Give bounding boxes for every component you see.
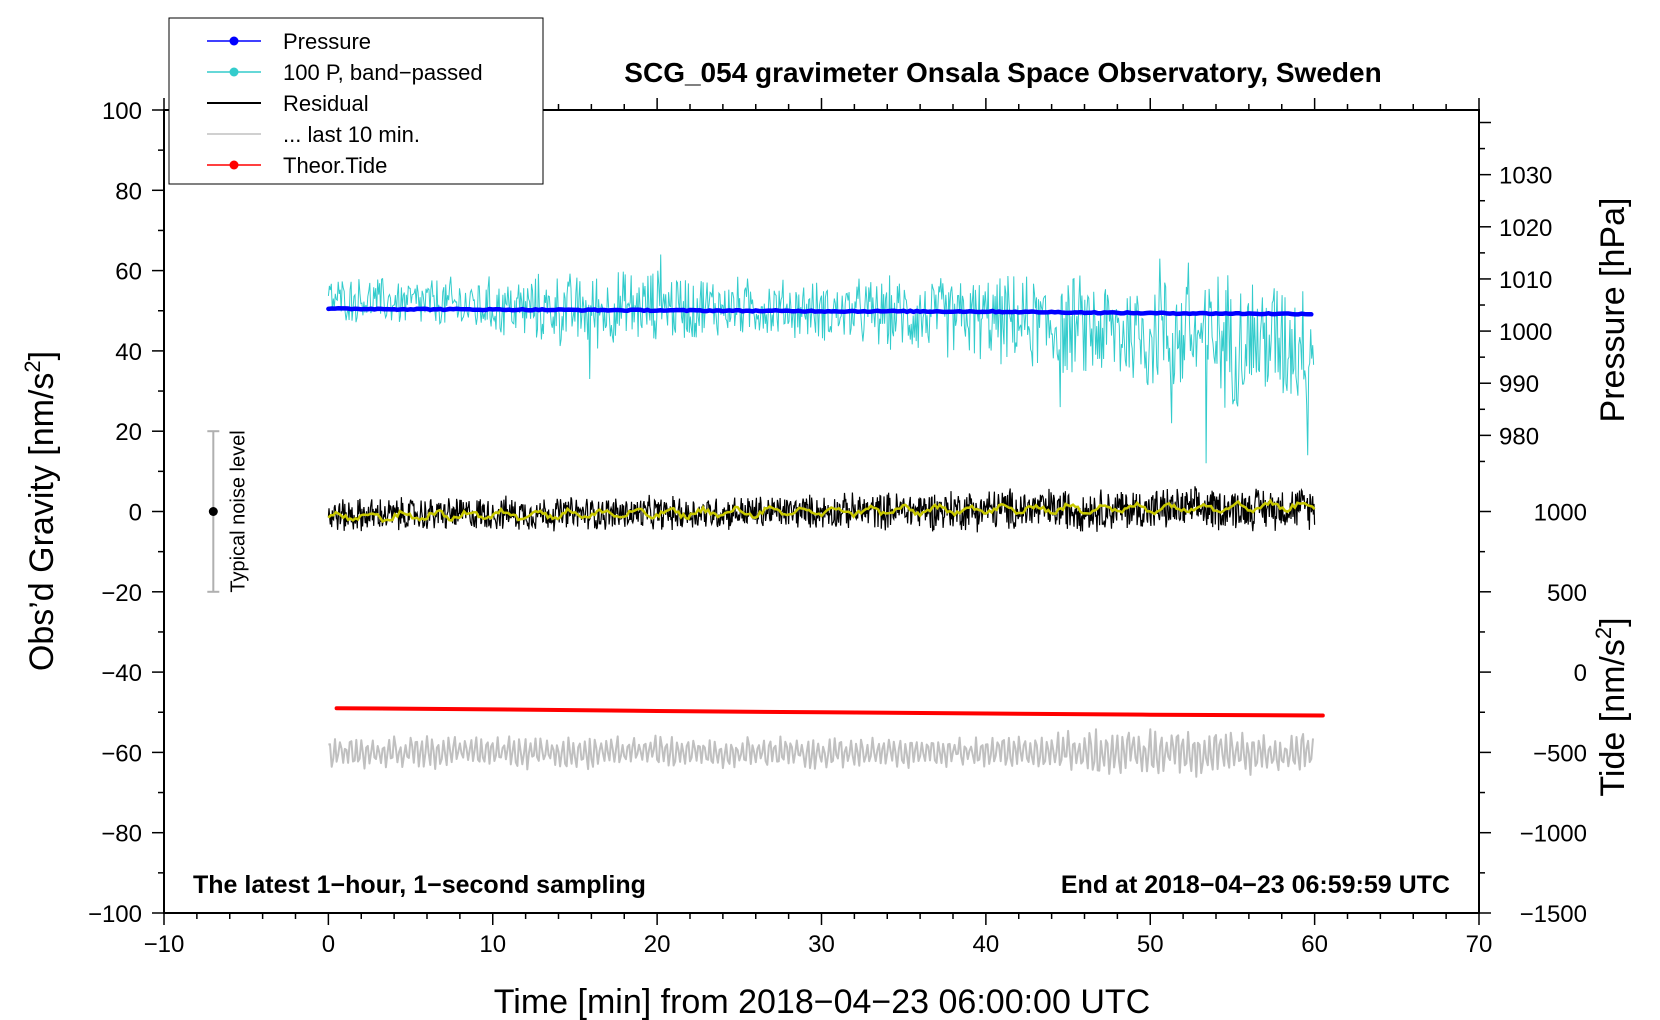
noise-bar-label: Typical noise level	[227, 430, 249, 592]
y-axis-title-end: ]	[23, 351, 61, 360]
x-axis-title: Time [min] from 2018−04−23 06:00:00 UTC	[494, 983, 1150, 1020]
tide-tick-label: 1000	[1534, 500, 1587, 527]
legend-marker	[229, 36, 239, 46]
tide-axis-title-sup: 2	[1591, 627, 1616, 639]
y-tick-label: 60	[115, 259, 142, 286]
y-axis-title-base: Obs’d Gravity [nm/s	[23, 373, 61, 672]
sampling-note: The latest 1−hour, 1−second sampling	[193, 871, 646, 899]
pressure-tick-label: 1030	[1499, 163, 1552, 190]
y-tick-label: −100	[88, 901, 142, 928]
pressure-tick-label: 980	[1499, 423, 1539, 450]
y-tick-label: −80	[101, 821, 142, 848]
x-tick-label: 20	[644, 931, 671, 958]
y-tick-label: 100	[102, 98, 142, 125]
x-tick-label: 60	[1301, 931, 1328, 958]
y-tick-label: 40	[115, 339, 142, 366]
tide-tick-label: 500	[1547, 580, 1587, 607]
noise-bar-point	[208, 507, 218, 516]
series-band-passed-pressure	[327, 254, 1315, 464]
legend-label: Pressure	[283, 29, 371, 54]
x-tick-label: 40	[973, 931, 1000, 958]
series-theoretical-tide	[334, 706, 1325, 718]
noise-bar: Typical noise level	[207, 430, 249, 593]
legend-label: 100 P, band−passed	[283, 60, 483, 85]
legend-label: ... last 10 min.	[283, 122, 420, 147]
series-last-10-min	[328, 728, 1314, 778]
series-layer	[326, 254, 1325, 778]
legend-box	[168, 17, 544, 185]
series-residual	[327, 486, 1316, 533]
x-tick-label: 70	[1466, 931, 1493, 958]
tide-tick-label: −1000	[1520, 821, 1587, 848]
pressure-tick-label: 990	[1499, 371, 1539, 398]
x-tick-label: 50	[1137, 931, 1164, 958]
pressure-tick-label: 1010	[1499, 267, 1552, 294]
end-time-note: End at 2018−04−23 06:59:59 UTC	[1061, 871, 1450, 899]
y-tick-label: −20	[101, 580, 142, 607]
pressure-axis-title: Pressure [hPa]	[1594, 198, 1632, 423]
series-pressure	[326, 306, 1314, 317]
tide-axis-title-base: Tide [nm/s	[1594, 639, 1632, 796]
pressure-tick-label: 1000	[1499, 319, 1552, 346]
y-axis-title-sup: 2	[20, 360, 45, 372]
y-axis-tide: −1500 −1000 −500 0 500 1000	[1479, 500, 1587, 928]
x-tick-label: 30	[808, 931, 835, 958]
tide-tick-label: 0	[1574, 660, 1587, 687]
pressure-tick-label: 1020	[1499, 215, 1552, 242]
legend-label: Theor.Tide	[283, 153, 387, 178]
x-tick-label: −10	[144, 931, 185, 958]
series-residual-smoothed	[327, 498, 1316, 523]
legend: Pressure 100 P, band−passed Residual ... la…	[168, 17, 544, 185]
tide-axis-title: Tide [nm/s2]	[1591, 617, 1632, 796]
x-tick-label: 10	[479, 931, 506, 958]
chart-title: SCG_054 gravimeter Onsala Space Observat…	[624, 57, 1381, 88]
tide-axis-title-end: ]	[1594, 617, 1632, 626]
y-tick-label: 0	[129, 500, 142, 527]
x-axis: −10 0 10 20 30 40 50 60 70	[144, 98, 1493, 958]
y-axis-title: Obs’d Gravity [nm/s2]	[20, 351, 61, 671]
y-tick-label: −40	[101, 660, 142, 687]
tide-tick-label: −1500	[1520, 901, 1587, 928]
x-tick-label: 0	[322, 931, 335, 958]
legend-marker	[229, 160, 239, 170]
legend-marker	[229, 67, 239, 77]
legend-label: Residual	[283, 91, 369, 116]
y-tick-label: 20	[115, 419, 142, 446]
y-tick-label: −60	[101, 740, 142, 767]
tide-tick-label: −500	[1533, 740, 1587, 767]
y-tick-label: 80	[115, 178, 142, 205]
y-axis-gravity: −100 −80 −60 −40 −20 0 20 40 60 80 100	[88, 98, 164, 928]
y-axis-pressure: 980 990 1000 1010 1020 1030	[1479, 121, 1552, 463]
